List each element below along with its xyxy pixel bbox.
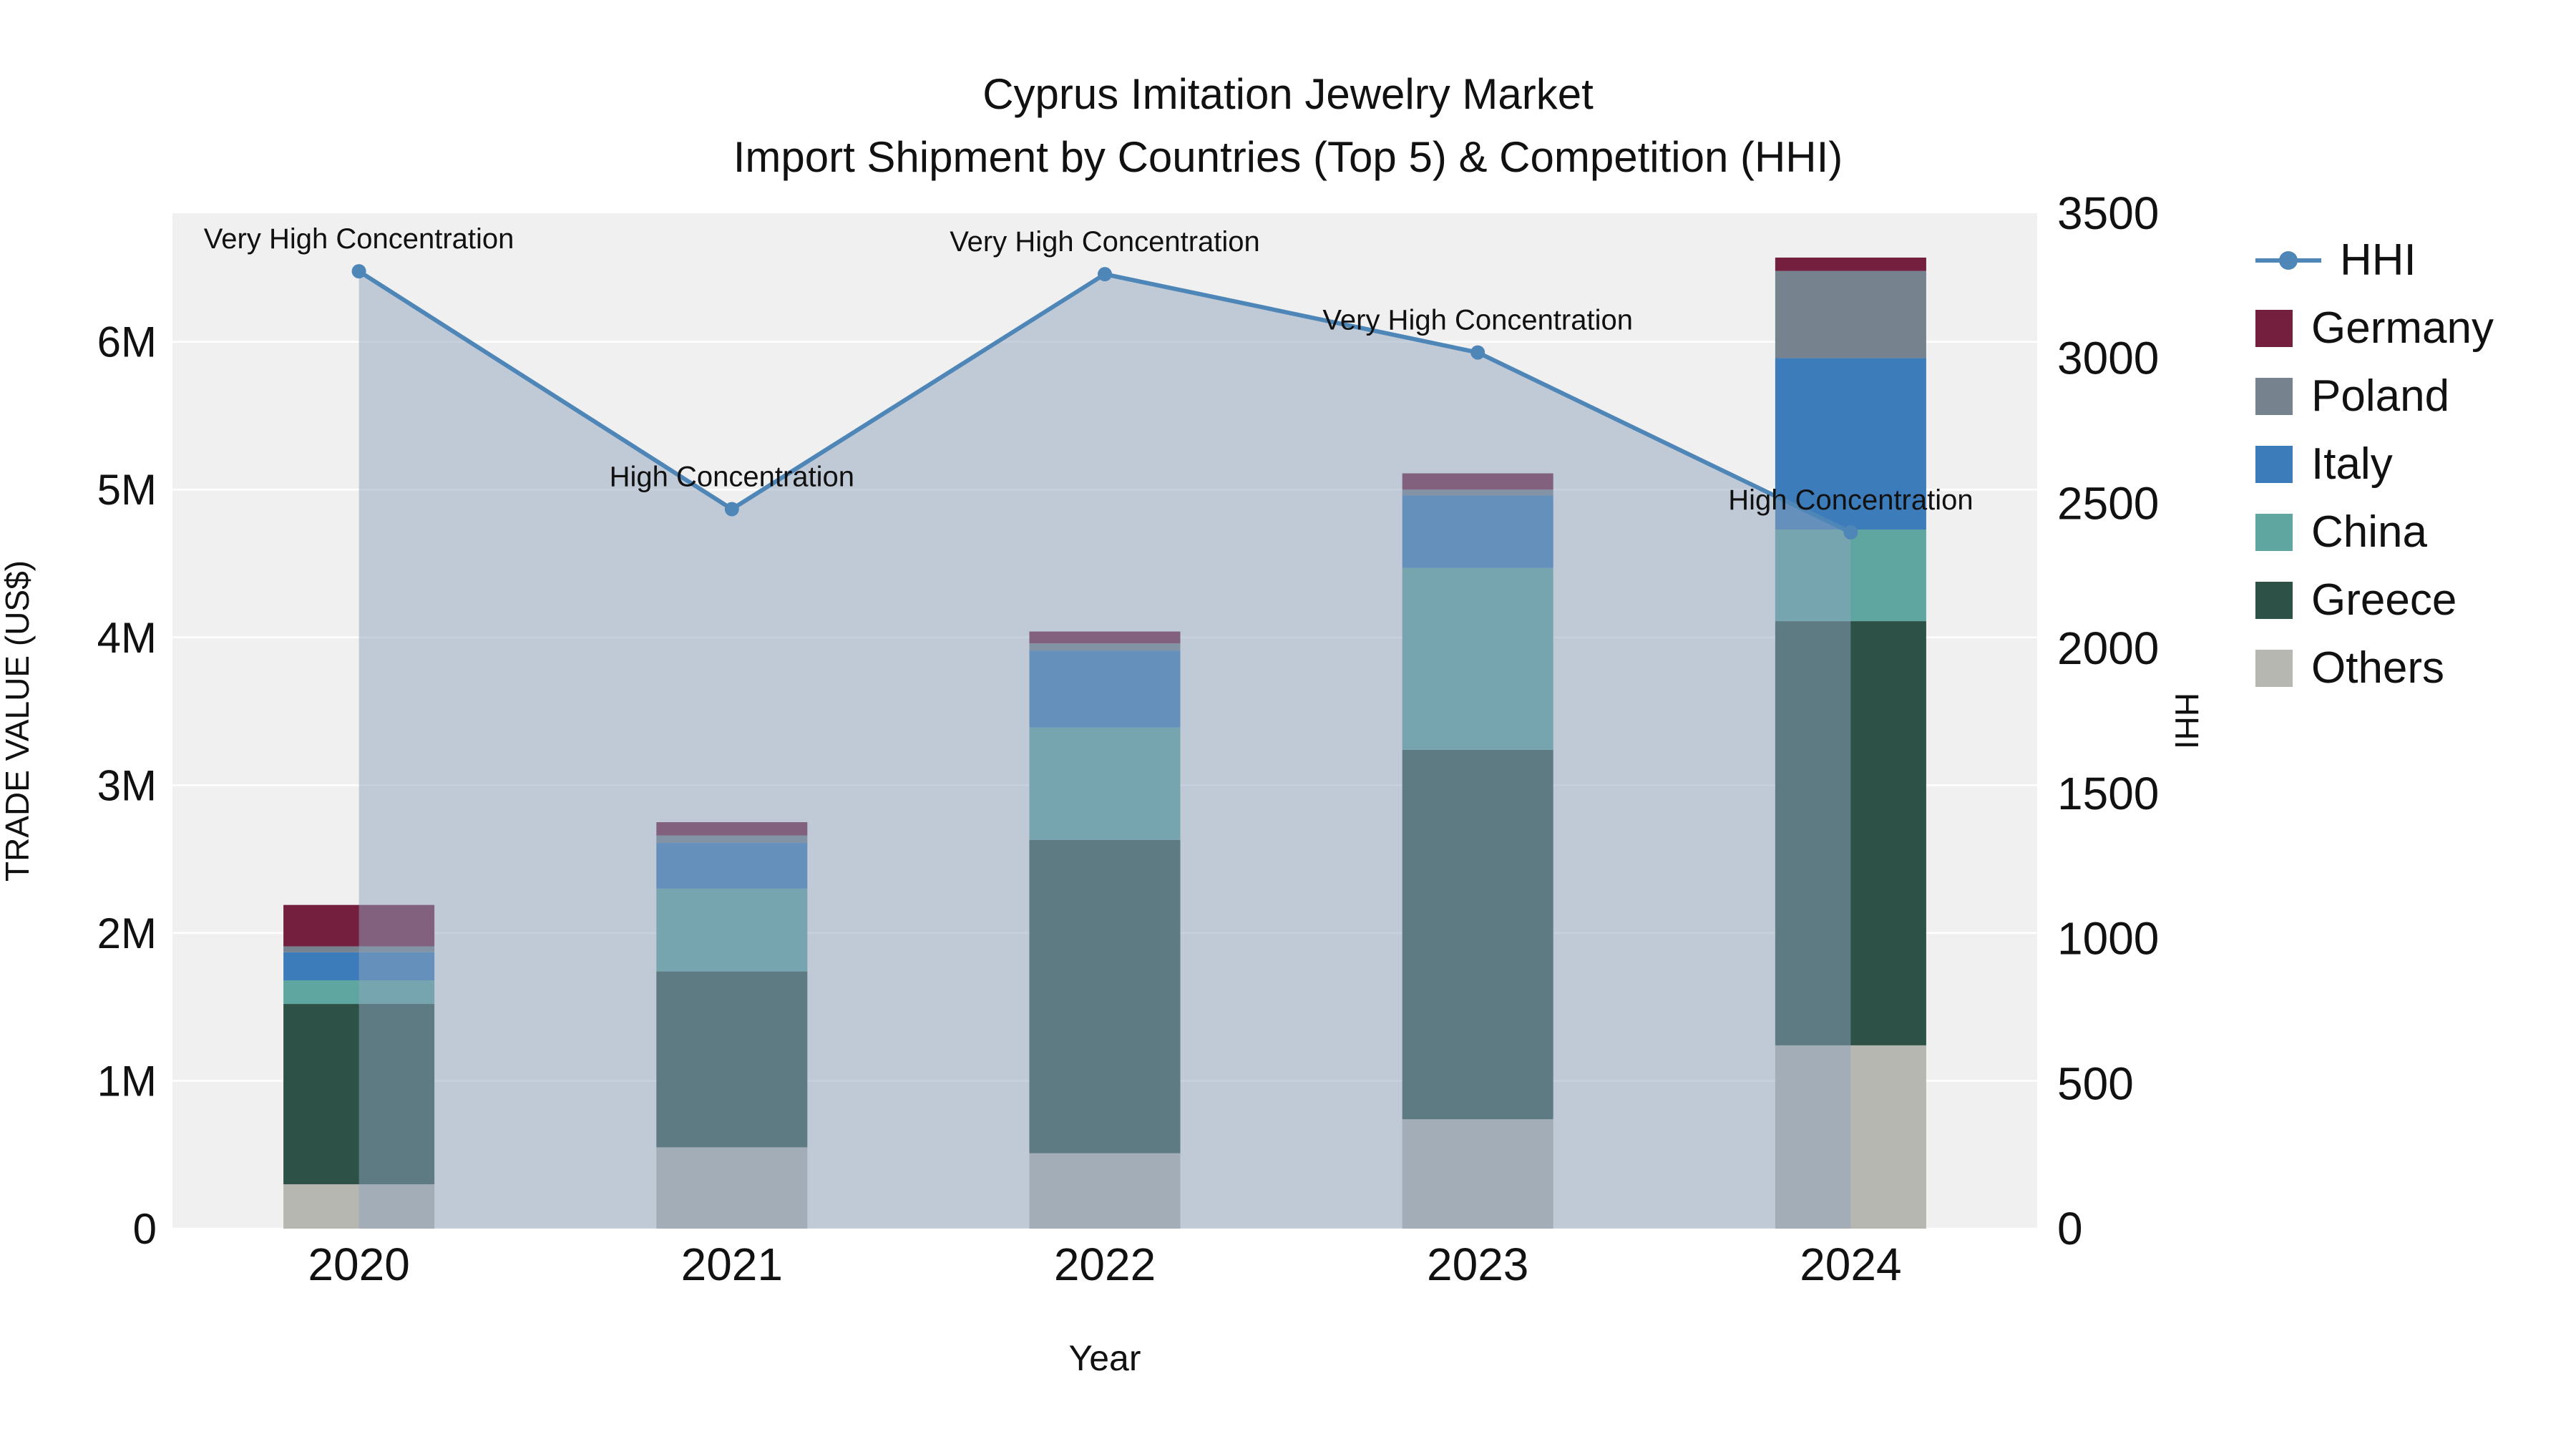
y-right-tick-3000: 3000 [2057,333,2159,384]
hhi-marker-2024[interactable] [1843,525,1858,540]
legend: HHI Germany Poland Italy China Greece Others [2255,226,2494,702]
legend-item-italy[interactable]: Italy [2255,430,2494,498]
bar-segment-italy-2024[interactable] [1775,358,1926,530]
x-axis-title: Year [1068,1338,1141,1378]
chart-title-line1: Cyprus Imitation Jewelry Market [982,70,1594,118]
legend-label-italy: Italy [2311,439,2393,489]
hhi-marker-2023[interactable] [1470,345,1485,360]
legend-swatch-italy [2255,445,2293,483]
legend-swatch-others [2255,649,2293,687]
legend-label-china: China [2311,507,2427,557]
legend-label-poland: Poland [2311,371,2450,421]
legend-item-germany[interactable]: Germany [2255,294,2494,362]
legend-swatch-germany [2255,309,2293,347]
y-right-tick-1500: 1500 [2057,768,2159,819]
bar-segment-poland-2024[interactable] [1775,270,1926,358]
legend-item-greece[interactable]: Greece [2255,566,2494,634]
annotation-2021: High Concentration [610,462,854,493]
y-right-tick-3500: 3500 [2057,187,2159,239]
annotation-2022: Very High Concentration [950,226,1260,258]
y-left-tick-5M: 5M [97,466,157,514]
legend-swatch-poland [2255,377,2293,415]
y-left-tick-4M: 4M [97,614,157,662]
hhi-line-marker-icon [2255,242,2321,279]
y-left-axis-title: TRADE VALUE (US$) [0,560,36,882]
y-left-tick-6M: 6M [97,318,157,366]
y-left-tick-3M: 3M [97,761,157,809]
y-right-tick-2500: 2500 [2057,477,2159,529]
hhi-marker-2022[interactable] [1098,267,1112,282]
legend-label-others: Others [2311,643,2445,693]
annotation-2023: Very High Concentration [1322,305,1633,336]
x-tick-2023: 2023 [1427,1239,1528,1290]
y-left-tick-1M: 1M [97,1057,157,1105]
legend-item-china[interactable]: China [2255,498,2494,566]
x-tick-2020: 2020 [308,1239,409,1290]
legend-item-hhi[interactable]: HHI [2255,226,2494,294]
y-left-tick-0: 0 [133,1205,157,1253]
legend-swatch-greece [2255,581,2293,619]
x-tick-2021: 2021 [681,1239,783,1290]
x-tick-2024: 2024 [1800,1239,1901,1290]
y-right-tick-500: 500 [2057,1058,2134,1109]
legend-label-greece: Greece [2311,575,2457,625]
y-right-tick-1000: 1000 [2057,913,2159,965]
y-right-axis-title: HHI [2168,693,2205,749]
chart-title-line2: Import Shipment by Countries (Top 5) & C… [733,133,1843,181]
y-right-tick-2000: 2000 [2057,623,2159,674]
bar-segment-germany-2024[interactable] [1775,257,1926,271]
legend-label-hhi: HHI [2340,235,2416,285]
hhi-marker-2021[interactable] [724,502,739,517]
legend-label-germany: Germany [2311,303,2494,353]
hhi-marker-2020[interactable] [351,264,366,279]
annotation-2024: High Concentration [1728,484,1973,516]
bar-segment-poland-2020[interactable] [283,946,435,952]
legend-item-others[interactable]: Others [2255,634,2494,702]
x-tick-2022: 2022 [1054,1239,1156,1290]
chart-title: Cyprus Imitation Jewelry Market Import S… [0,63,2576,189]
legend-item-poland[interactable]: Poland [2255,362,2494,430]
legend-swatch-china [2255,513,2293,551]
y-right-tick-0: 0 [2057,1203,2083,1254]
y-left-tick-2M: 2M [97,909,157,957]
annotation-2020: Very High Concentration [204,223,514,255]
